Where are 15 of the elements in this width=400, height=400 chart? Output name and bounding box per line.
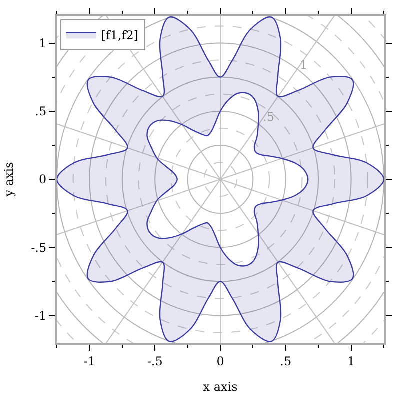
y-tick-label: 0	[38, 172, 47, 187]
x-tick-label: -.5	[147, 354, 163, 368]
y-axis-title: y axis	[2, 162, 16, 198]
y-tick-label: 1	[38, 36, 47, 50]
annotation: 1	[300, 58, 308, 72]
x-tick-label: 1	[347, 354, 356, 368]
y-tick-label: -1	[34, 308, 47, 323]
y-tick-label: -.5	[31, 240, 47, 255]
x-axis-title: x axis	[203, 380, 238, 394]
x-tick-label: 0	[216, 354, 224, 368]
legend-label: [f1,f2]	[101, 28, 139, 42]
x-tick-label: .5	[280, 354, 292, 368]
y-tick-label: .5	[35, 104, 47, 119]
annotation: .5	[263, 110, 274, 124]
x-tick-label: -1	[84, 354, 96, 368]
